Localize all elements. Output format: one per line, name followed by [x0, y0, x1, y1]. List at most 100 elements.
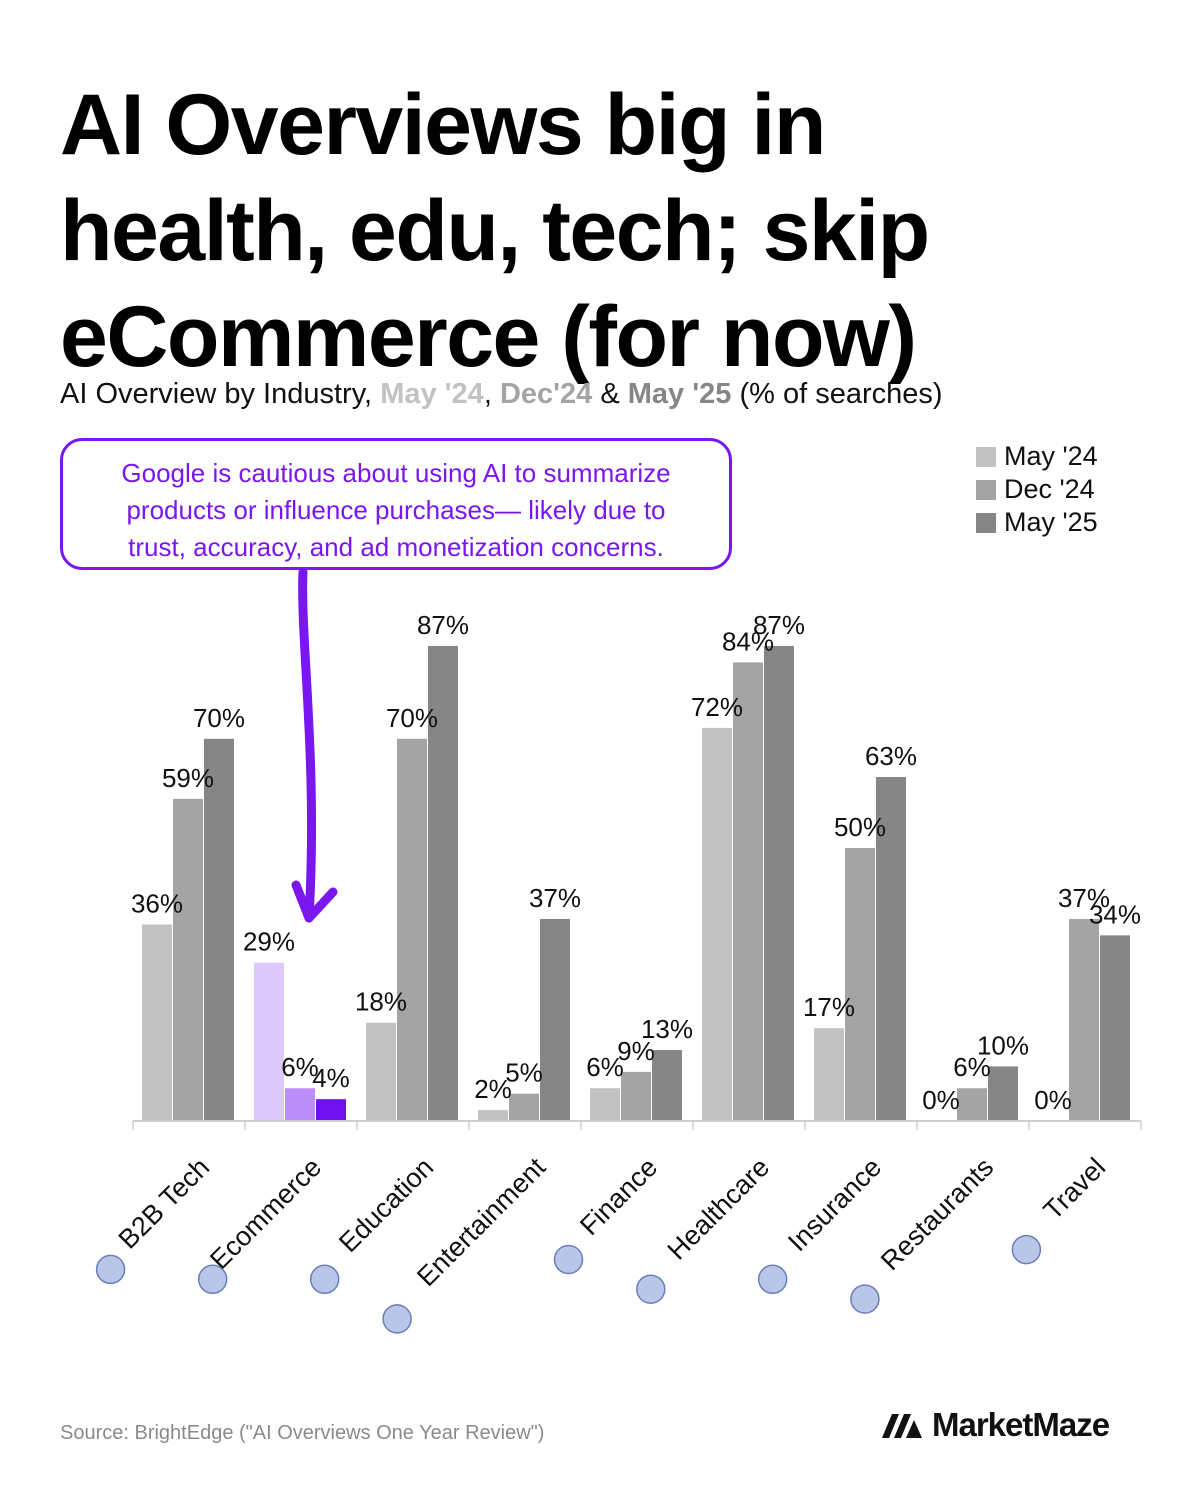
legend-label-dec24: Dec '24 — [1004, 474, 1095, 504]
headline-line-1: AI Overviews big in — [60, 77, 826, 173]
bar-healthcare-dec-24 — [733, 662, 763, 1121]
value-label-ecommerce-may-24: 29% — [243, 927, 295, 957]
value-label-entertainment-dec-24: 5% — [505, 1058, 543, 1088]
value-label-b2b-tech-may-25: 70% — [193, 703, 245, 733]
value-label-ecommerce-dec-24: 6% — [281, 1052, 319, 1082]
airplane-icon — [1011, 1234, 1042, 1265]
value-label-education-dec-24: 70% — [386, 703, 438, 733]
value-label-finance-may-24: 6% — [586, 1052, 624, 1082]
subtitle-separator-2: & — [592, 378, 628, 410]
value-label-finance-may-25: 13% — [641, 1014, 693, 1044]
value-label-healthcare-dec-24: 84% — [722, 626, 774, 656]
category-label-insurance: Insurance — [782, 1152, 887, 1257]
value-label-education-may-25: 87% — [417, 610, 469, 640]
bar-ecommerce-may-24 — [254, 962, 284, 1121]
value-label-travel-dec-24: 37% — [1058, 883, 1110, 913]
headline-line-2: health, edu, tech; skip — [60, 183, 930, 279]
value-labels-layer: 36%59%70%29%6%4%18%70%87%2%5%37%6%9%13%7… — [131, 610, 1141, 1115]
callout-line-3: trust, accuracy, and ad monetization con… — [128, 532, 664, 562]
source-note: Source: BrightEdge ("AI Overviews One Ye… — [60, 1422, 545, 1444]
bar-restaurants-may-25 — [988, 1066, 1018, 1121]
category-label-ecommerce: Ecommerce — [204, 1152, 327, 1275]
legend-swatch-may25 — [976, 512, 996, 533]
category-label-travel: Travel — [1038, 1152, 1112, 1226]
value-label-finance-dec-24: 9% — [617, 1036, 655, 1066]
shopping-cart-icon — [197, 1264, 228, 1295]
bar-finance-may-24 — [590, 1088, 620, 1121]
chart-legend: May '24 Dec '24 May '25 — [976, 440, 1098, 539]
value-label-ecommerce-may-25: 4% — [312, 1063, 350, 1093]
value-label-restaurants-may-25: 10% — [977, 1030, 1029, 1060]
value-label-travel-may-24: 0% — [1034, 1085, 1072, 1115]
bar-b2b-tech-may-24 — [142, 924, 172, 1121]
legend-label-may24: May '24 — [1004, 441, 1098, 471]
category-label-b2b-tech: B2B Tech — [113, 1152, 216, 1255]
money-bag-icon — [553, 1244, 584, 1275]
brand-name: MarketMaze — [932, 1406, 1110, 1443]
bars-layer — [142, 645, 1130, 1121]
value-label-insurance-may-24: 17% — [803, 992, 855, 1022]
value-label-insurance-dec-24: 50% — [834, 812, 886, 842]
computer-icon — [95, 1254, 126, 1285]
bar-travel-may-25 — [1100, 935, 1130, 1121]
bar-insurance-dec-24 — [845, 848, 875, 1121]
bar-ecommerce-may-25 — [316, 1099, 346, 1121]
value-label-restaurants-dec-24: 6% — [953, 1052, 991, 1082]
bar-b2b-tech-may-25 — [204, 738, 234, 1121]
value-label-restaurants-may-24: 0% — [922, 1085, 960, 1115]
value-label-b2b-tech-may-24: 36% — [131, 888, 183, 918]
value-label-entertainment-may-25: 37% — [529, 883, 581, 913]
subtitle-period-may24: May '24 — [380, 378, 484, 410]
bar-healthcare-may-24 — [702, 727, 732, 1121]
bar-entertainment-may-25 — [540, 918, 570, 1121]
value-label-healthcare-may-25: 87% — [753, 610, 805, 640]
bar-restaurants-dec-24 — [957, 1088, 987, 1121]
value-label-b2b-tech-dec-24: 59% — [162, 763, 214, 793]
subtitle-prefix: AI Overview by Industry, — [60, 378, 381, 410]
bar-chart: 36%59%70%29%6%4%18%70%87%2%5%37%6%9%13%7… — [95, 567, 1142, 1334]
bar-insurance-may-24 — [814, 1028, 844, 1121]
legend-item-may24: May '24 — [976, 440, 1098, 473]
hospital-icon — [636, 1274, 666, 1304]
callout-arrow-shaft — [298, 567, 317, 923]
callout-box: Google is cautious about using AI to sum… — [60, 438, 732, 570]
subtitle-suffix: (% of searches) — [731, 378, 943, 410]
category-label-finance: Finance — [574, 1152, 663, 1241]
value-label-travel-may-25: 34% — [1089, 899, 1141, 929]
bar-finance-may-25 — [652, 1050, 682, 1121]
graduation-cap-icon — [309, 1264, 340, 1295]
x-axis — [132, 1120, 1142, 1130]
legend-swatch-dec24 — [976, 479, 996, 500]
bar-insurance-may-25 — [876, 777, 906, 1121]
bar-education-may-24 — [366, 1022, 396, 1121]
subtitle-period-dec24: Dec'24 — [499, 378, 593, 410]
legend-item-dec24: Dec '24 — [976, 473, 1098, 506]
shield-icon — [757, 1264, 788, 1295]
plate-cutlery-icon — [850, 1284, 880, 1314]
legend-swatch-may24 — [976, 446, 996, 467]
value-label-entertainment-may-24: 2% — [474, 1074, 512, 1104]
subtitle-period-may25: May '25 — [627, 378, 732, 410]
subtitle-separator-1: , — [483, 378, 500, 410]
category-label-restaurants: Restaurants — [875, 1152, 999, 1276]
marketmaze-logo-icon — [882, 1414, 922, 1438]
value-label-education-may-24: 18% — [355, 987, 407, 1017]
bar-education-dec-24 — [397, 738, 427, 1121]
callout-arrow — [291, 567, 338, 923]
bar-finance-dec-24 — [621, 1071, 651, 1121]
bar-entertainment-may-24 — [478, 1110, 508, 1121]
chart-subtitle: AI Overview by Industry, May '24, Dec'24… — [60, 378, 943, 411]
bar-b2b-tech-dec-24 — [173, 798, 203, 1121]
callout-line-1: Google is cautious about using AI to sum… — [121, 458, 671, 488]
value-label-healthcare-may-24: 72% — [691, 692, 743, 722]
headline: AI Overviews big in health, edu, tech; s… — [60, 72, 1160, 390]
bar-entertainment-dec-24 — [509, 1093, 539, 1121]
clapperboard-icon — [382, 1304, 412, 1334]
bar-healthcare-may-25 — [764, 645, 794, 1121]
category-label-healthcare: Healthcare — [662, 1152, 776, 1266]
category-label-education: Education — [333, 1152, 439, 1258]
callout-arrow-head — [291, 880, 338, 923]
legend-label-may25: May '25 — [1004, 507, 1098, 537]
bar-ecommerce-dec-24 — [285, 1088, 315, 1121]
